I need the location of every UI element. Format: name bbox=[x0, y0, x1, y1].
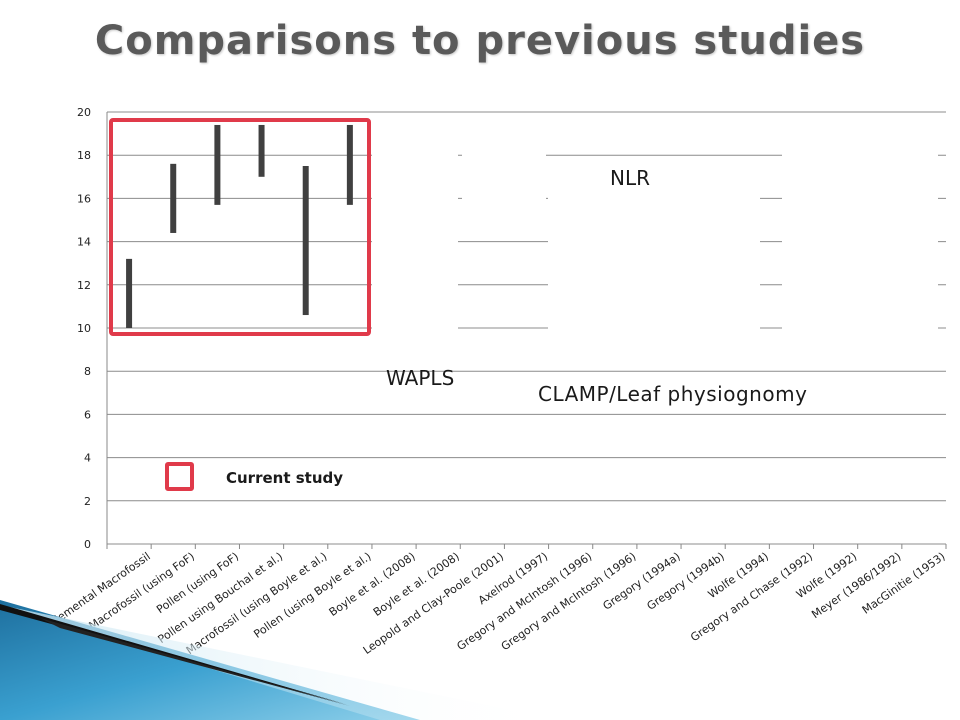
y-tick-label: 16 bbox=[77, 192, 91, 205]
y-tick-label: 4 bbox=[84, 452, 91, 465]
wapls-annotation: WAPLS bbox=[386, 366, 455, 390]
deco-dark-line-2 bbox=[40, 618, 350, 706]
legend-current-study-swatch bbox=[165, 462, 194, 491]
y-tick-label: 14 bbox=[77, 236, 91, 249]
y-tick-label: 18 bbox=[77, 149, 91, 162]
y-tick-label: 6 bbox=[84, 408, 91, 421]
current-study-highlight-box bbox=[109, 118, 371, 336]
y-tick-label: 20 bbox=[77, 106, 91, 119]
grid-occlusion bbox=[548, 140, 760, 152]
nlr-annotation: NLR bbox=[610, 166, 650, 190]
clamp-annotation: CLAMP/Leaf physiognomy bbox=[538, 382, 808, 406]
range-bar bbox=[214, 124, 221, 205]
slide-title: Comparisons to previous studies bbox=[94, 18, 866, 64]
grid-occlusion bbox=[548, 165, 760, 350]
deco-light-band bbox=[0, 605, 560, 720]
grid-occlusion bbox=[372, 140, 458, 340]
y-tick-label: 8 bbox=[84, 365, 91, 378]
y-tick-label: 12 bbox=[77, 279, 91, 292]
range-bar bbox=[302, 166, 309, 316]
legend-current-study-label: Current study bbox=[226, 469, 344, 487]
y-tick-label: 2 bbox=[84, 495, 91, 508]
deco-dark-line bbox=[0, 604, 345, 704]
y-tick-label: 0 bbox=[84, 538, 91, 551]
range-bar bbox=[170, 163, 177, 233]
y-tick-label: 10 bbox=[77, 322, 91, 335]
grid-occlusion bbox=[462, 140, 546, 232]
range-bar bbox=[126, 258, 133, 328]
range-bar bbox=[346, 124, 353, 205]
grid-occlusion bbox=[782, 140, 938, 340]
range-bar bbox=[258, 124, 265, 177]
